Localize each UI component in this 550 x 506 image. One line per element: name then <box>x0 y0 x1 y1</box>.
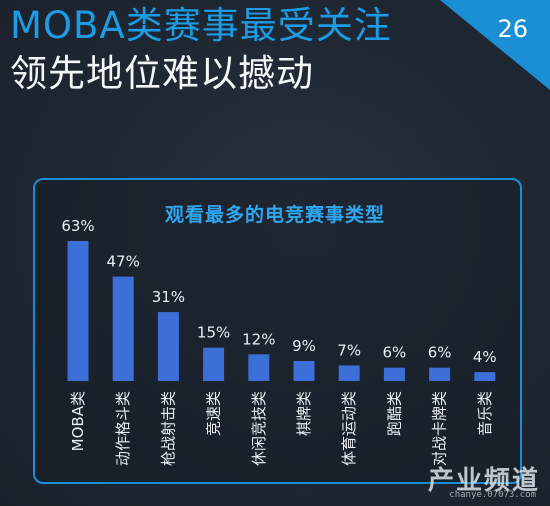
watermark: 产业频道 chanye.07073.com <box>416 460 546 504</box>
chart-panel <box>33 178 522 484</box>
category-label-4: 休闲竞技类 <box>250 391 268 466</box>
category-label-6: 体育运动类 <box>340 391 358 466</box>
chart-title: 观看最多的电竞赛事类型 <box>164 204 385 226</box>
bar-0 <box>67 241 89 381</box>
bar-8 <box>429 367 451 381</box>
bar-4 <box>248 354 270 381</box>
bar-9 <box>474 372 496 381</box>
bar-value-label-4: 12% <box>242 330 275 348</box>
bar-value-label-0: 63% <box>61 217 94 235</box>
bar-value-label-5: 9% <box>292 337 316 355</box>
bar-value-label-1: 47% <box>107 253 140 271</box>
bar-1 <box>112 276 134 381</box>
bar-value-label-7: 6% <box>383 344 407 362</box>
category-label-8: 对战卡牌类 <box>431 391 449 466</box>
bar-6 <box>338 365 360 381</box>
watermark-url: chanye.07073.com <box>449 490 536 500</box>
bar-value-label-8: 6% <box>428 344 452 362</box>
category-label-1: 动作格斗类 <box>114 391 132 466</box>
page-subtitle: 领先地位难以撼动 <box>10 52 314 95</box>
bar-2 <box>157 312 179 381</box>
bar-value-label-3: 15% <box>197 324 230 342</box>
category-label-9: 音乐类 <box>476 391 494 436</box>
bar-value-label-9: 4% <box>473 348 497 366</box>
category-label-2: 枪战射击类 <box>159 391 177 466</box>
page-title: MOBA类赛事最受关注 <box>10 4 392 47</box>
category-label-3: 竞速类 <box>205 391 223 436</box>
category-label-5: 棋牌类 <box>295 391 313 436</box>
bar-5 <box>293 361 315 381</box>
bar-3 <box>203 347 225 381</box>
bar-7 <box>383 367 405 381</box>
category-label-7: 跑酷类 <box>385 391 403 436</box>
bar-value-label-6: 7% <box>337 341 361 359</box>
page-corner-triangle <box>440 0 550 90</box>
category-label-0: MOBA类 <box>69 391 87 451</box>
watermark-text: 产业频道 <box>427 466 540 496</box>
page-number: 26 <box>497 15 528 43</box>
bar-value-label-2: 31% <box>152 288 185 306</box>
